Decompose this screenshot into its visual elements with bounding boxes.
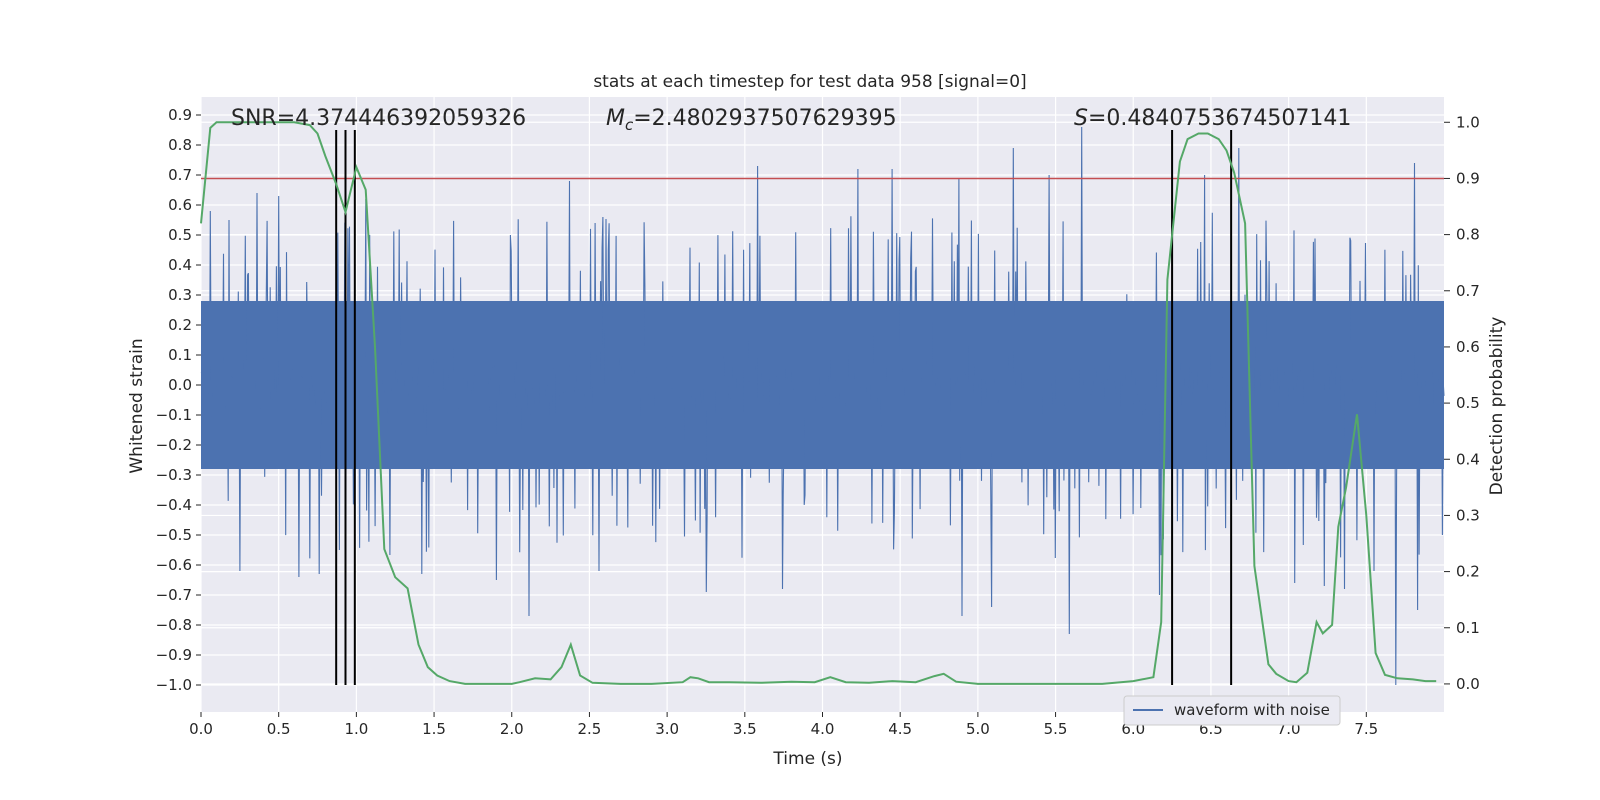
y-tick-label: 0.8	[168, 136, 192, 154]
probability-line	[200, 121, 1437, 685]
chart-title: stats at each timestep for test data 958…	[593, 72, 1026, 92]
legend-box	[1123, 695, 1341, 726]
x-tick-label: 3.0	[655, 720, 679, 738]
probability-series	[200, 121, 1437, 685]
y-tick-label: 0.5	[168, 226, 192, 244]
y-right-tick-label: 0.6	[1456, 338, 1480, 356]
x-tick-label: 0.0	[189, 720, 213, 738]
y-right-tick-label: 0.8	[1456, 226, 1480, 244]
y-tick-label: −0.1	[156, 406, 192, 424]
y-right-axis-label: Detection probability	[1487, 317, 1507, 496]
y-axis-ticks: 0.9 0.8 0.7 0.6 0.5 0.4 0.3 0.2 0.1 0.0 −0.1 −0.2 −0…	[156, 106, 201, 694]
y-tick-label: −0.7	[156, 586, 192, 604]
y-right-tick-label: 0.1	[1456, 619, 1480, 637]
x-tick-label: 4.0	[811, 720, 835, 738]
y-tick-label: −0.2	[156, 436, 192, 454]
x-tick-label: 1.0	[344, 720, 368, 738]
x-tick-label: 1.5	[422, 720, 446, 738]
y-right-axis-ticks: 1.0 0.9 0.8 0.7 0.6 0.5 0.4 0.3 0.2 0.1 0.0	[1444, 113, 1480, 693]
x-tick-label: 3.5	[733, 720, 757, 738]
y-tick-label: 0.3	[168, 286, 192, 304]
y-right-tick-label: 0.4	[1456, 450, 1480, 468]
x-tick-label: 0.5	[267, 720, 291, 738]
y-right-tick-label: 0.7	[1456, 282, 1480, 300]
x-tick-label: 2.0	[500, 720, 524, 738]
chirp-mass-symbol: M	[606, 106, 625, 131]
y-tick-label: 0.1	[168, 346, 192, 364]
y-tick-label: −0.3	[156, 466, 192, 484]
y-right-tick-label: 0.5	[1456, 394, 1480, 412]
vertical-markers	[335, 130, 1233, 685]
snr-annotation: SNR=4.374446392059326	[231, 106, 526, 131]
y-axis-label: Whitened strain	[127, 338, 147, 473]
x-tick-label: 4.5	[888, 720, 912, 738]
y-tick-label: −0.6	[156, 556, 192, 574]
y-tick-label: −0.9	[156, 646, 192, 664]
s-annotation: S=0.4840753674507141	[1074, 106, 1351, 131]
y-tick-label: 0.9	[168, 106, 192, 124]
y-tick-label: 0.2	[168, 316, 192, 334]
y-tick-label: −0.5	[156, 526, 192, 544]
legend-label: waveform with noise	[1174, 701, 1330, 719]
y-right-tick-label: 0.9	[1456, 169, 1480, 187]
x-tick-label: 2.5	[578, 720, 602, 738]
chirp-mass-value: =2.4802937507629395	[633, 106, 896, 131]
y-tick-label: 0.7	[168, 166, 192, 184]
y-tick-label: −0.8	[156, 616, 192, 634]
y-tick-label: 0.6	[168, 196, 192, 214]
x-tick-label: 5.5	[1044, 720, 1068, 738]
s-symbol: S	[1074, 106, 1088, 131]
s-value: =0.4840753674507141	[1088, 106, 1351, 131]
noise-waveform-line	[200, 126, 1445, 686]
y-tick-label: 0.0	[168, 376, 192, 394]
y-right-tick-label: 1.0	[1456, 113, 1480, 131]
y-right-tick-label: 0.2	[1456, 563, 1480, 581]
x-axis-label: Time (s)	[772, 749, 842, 769]
legend: waveform with noise	[1123, 695, 1341, 726]
x-tick-label: 5.0	[966, 720, 990, 738]
x-tick-label: 7.5	[1354, 720, 1378, 738]
y-tick-label: −0.4	[156, 496, 192, 514]
y-right-tick-label: 0.0	[1456, 675, 1480, 693]
y-tick-label: −1.0	[156, 676, 192, 694]
y-right-tick-label: 0.3	[1456, 506, 1480, 524]
chirp-mass-annotation: Mc=2.4802937507629395	[606, 106, 897, 134]
y-tick-label: 0.4	[168, 256, 192, 274]
noise-series	[200, 126, 1445, 686]
chirp-mass-subscript: c	[625, 116, 634, 134]
